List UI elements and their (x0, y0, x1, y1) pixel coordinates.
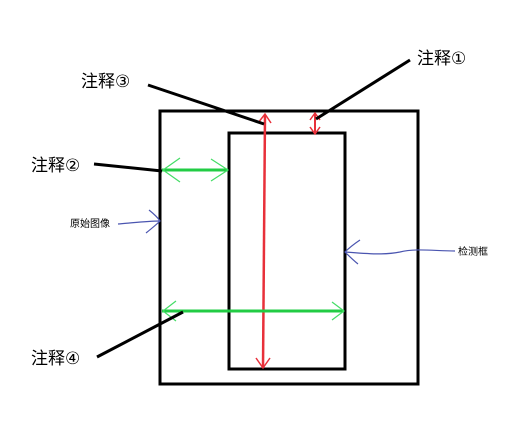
height-arrow (255, 112, 272, 370)
note4-leader (96, 310, 184, 359)
note2-leader (93, 162, 163, 173)
left-gap-arrow (161, 157, 230, 183)
note3-leader (147, 83, 265, 126)
detection-box-pointer (344, 239, 456, 265)
original-image-label: 原始图像 (70, 217, 110, 230)
original-image-frame (158, 109, 420, 386)
note1-leader (315, 58, 411, 121)
note1-label: 注释① (417, 49, 466, 69)
note4-label: 注释④ (31, 349, 80, 369)
detection-box-frame (227, 131, 347, 371)
original-image-pointer (117, 209, 161, 234)
note3-label: 注释③ (81, 72, 130, 92)
note2-label: 注释② (31, 156, 80, 176)
detection-box-label: 检测框 (458, 245, 488, 258)
width-arrow (162, 300, 345, 322)
